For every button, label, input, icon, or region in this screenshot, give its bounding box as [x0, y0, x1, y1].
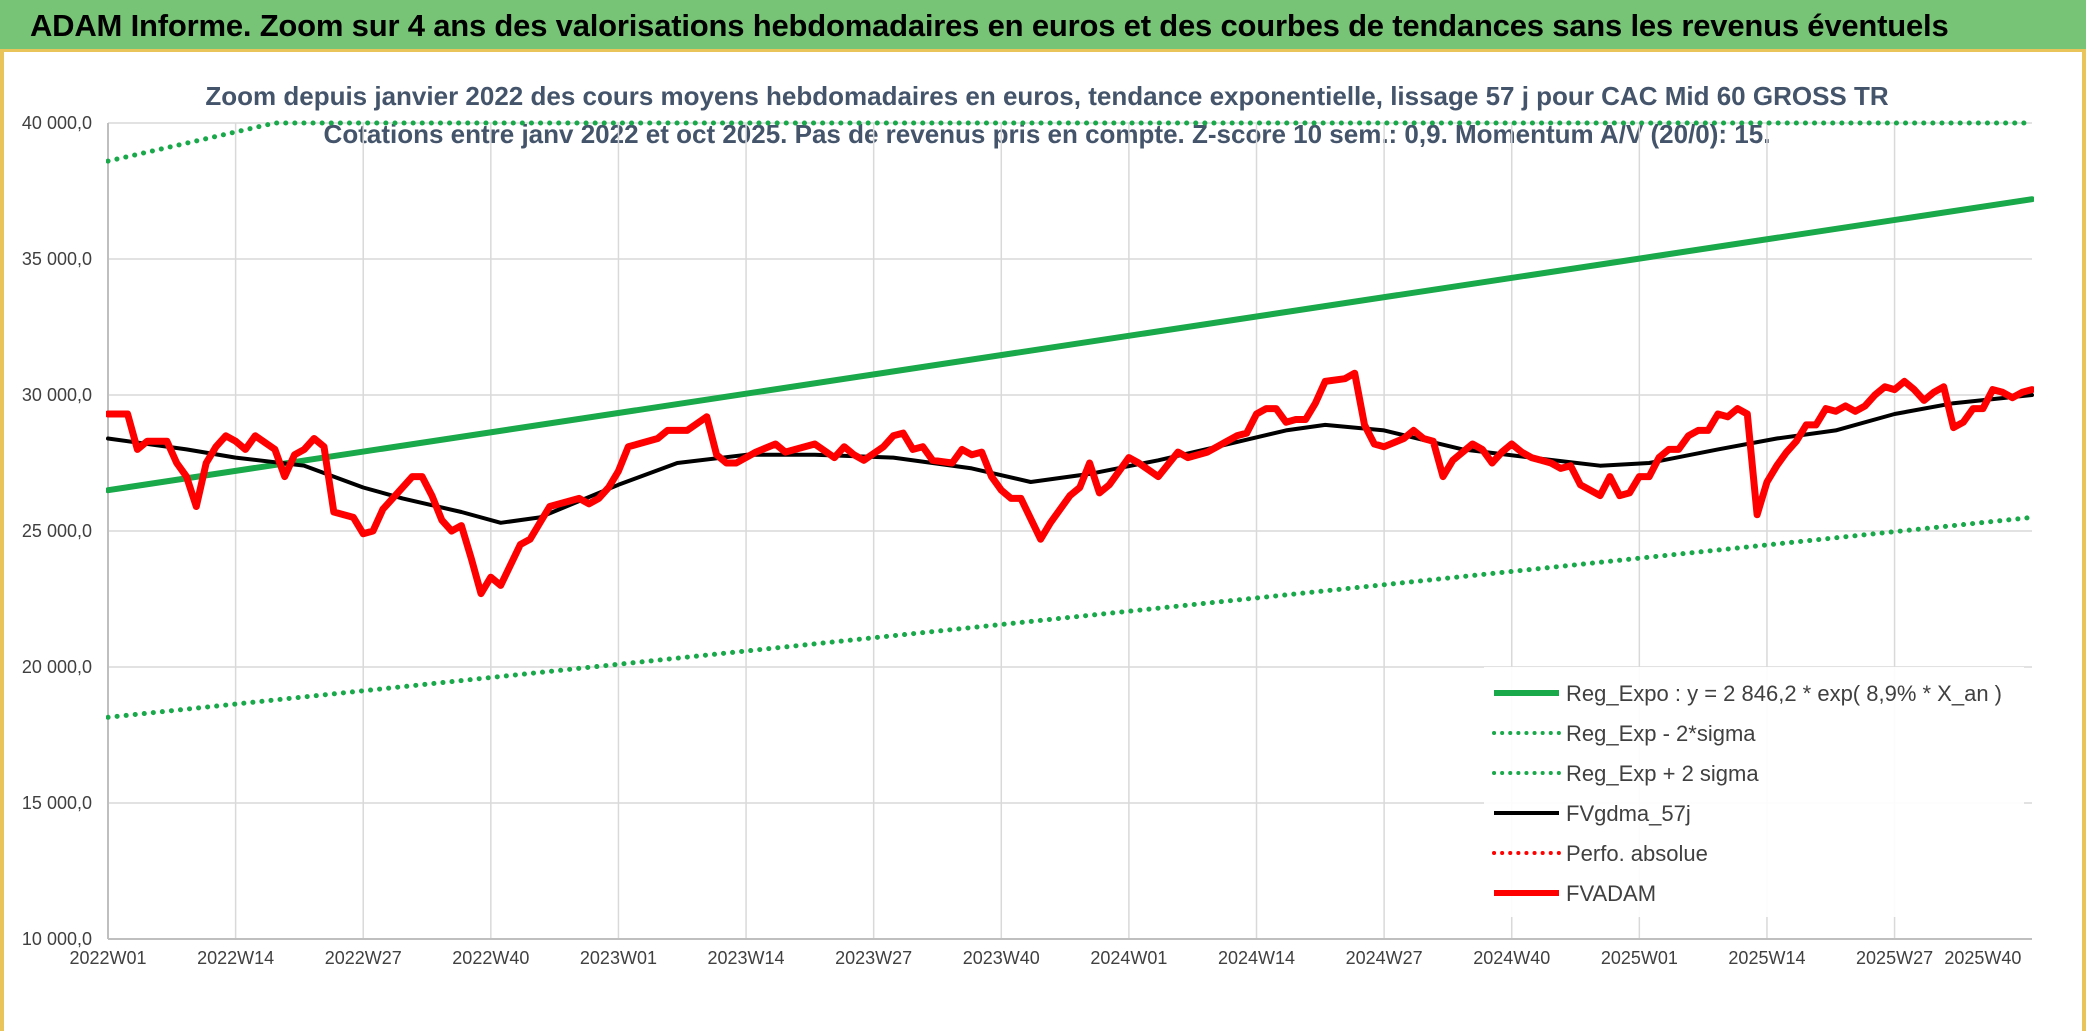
- chart-frame: Zoom depuis janvier 2022 des cours moyen…: [0, 52, 2086, 1031]
- x-tick-label: 2024W01: [1090, 948, 1167, 968]
- y-tick-label: 25 000,0: [22, 521, 92, 541]
- legend-entry: FVgdma_57j: [1566, 801, 1691, 826]
- x-tick-label: 2025W27: [1856, 948, 1933, 968]
- y-tick-label: 35 000,0: [22, 249, 92, 269]
- y-tick-label: 40 000,0: [22, 113, 92, 133]
- series-layer: [106, 120, 2034, 720]
- series-line-1: [106, 514, 2034, 720]
- x-tick-label: 2025W40: [1944, 948, 2021, 968]
- report-title: ADAM Informe. Zoom sur 4 ans des valoris…: [30, 8, 1949, 43]
- x-tick-label: 2025W01: [1601, 948, 1678, 968]
- chart-subtitle: Cotations entre janv 2022 et oct 2025. P…: [324, 119, 1771, 149]
- legend: Reg_Expo : y = 2 846,2 * exp( 8,9% * X_a…: [1484, 667, 2024, 917]
- x-tick-label: 2022W01: [69, 948, 146, 968]
- series-line-0: [106, 196, 2034, 494]
- axis-labels: 10 000,0 15 000,0 20 000,0 25 000,0 30 000,0…: [22, 113, 2022, 968]
- y-tick-label: 20 000,0: [22, 657, 92, 677]
- x-tick-label: 2024W40: [1473, 948, 1550, 968]
- legend-background: [1484, 667, 2024, 917]
- legend-entry: Reg_Exp - 2*sigma: [1566, 721, 1756, 746]
- y-tick-label: 10 000,0: [22, 929, 92, 949]
- series-line-3: [106, 393, 2034, 525]
- x-tick-label: 2024W27: [1346, 948, 1423, 968]
- report-banner: ADAM Informe. Zoom sur 4 ans des valoris…: [0, 0, 2086, 52]
- x-tick-label: 2023W14: [708, 948, 785, 968]
- legend-entry: Reg_Exp + 2 sigma: [1566, 761, 1759, 786]
- series-line-5: [106, 369, 2034, 598]
- legend-entry: Reg_Expo : y = 2 846,2 * exp( 8,9% * X_a…: [1566, 681, 2002, 706]
- x-tick-label: 2025W14: [1728, 948, 1805, 968]
- trend-chart: Zoom depuis janvier 2022 des cours moyen…: [22, 81, 2034, 968]
- legend-entry: FVADAM: [1566, 881, 1656, 906]
- x-tick-label: 2023W40: [963, 948, 1040, 968]
- legend-entry: Perfo. absolue: [1566, 841, 1708, 866]
- x-tick-label: 2024W14: [1218, 948, 1295, 968]
- x-tick-label: 2022W40: [452, 948, 529, 968]
- x-tick-label: 2023W01: [580, 948, 657, 968]
- y-tick-label: 15 000,0: [22, 793, 92, 813]
- series-line-2: [106, 120, 2034, 164]
- y-tick-label: 30 000,0: [22, 385, 92, 405]
- x-tick-label: 2022W14: [197, 948, 274, 968]
- x-tick-label: 2023W27: [835, 948, 912, 968]
- chart-title: Zoom depuis janvier 2022 des cours moyen…: [205, 81, 1888, 111]
- x-tick-label: 2022W27: [325, 948, 402, 968]
